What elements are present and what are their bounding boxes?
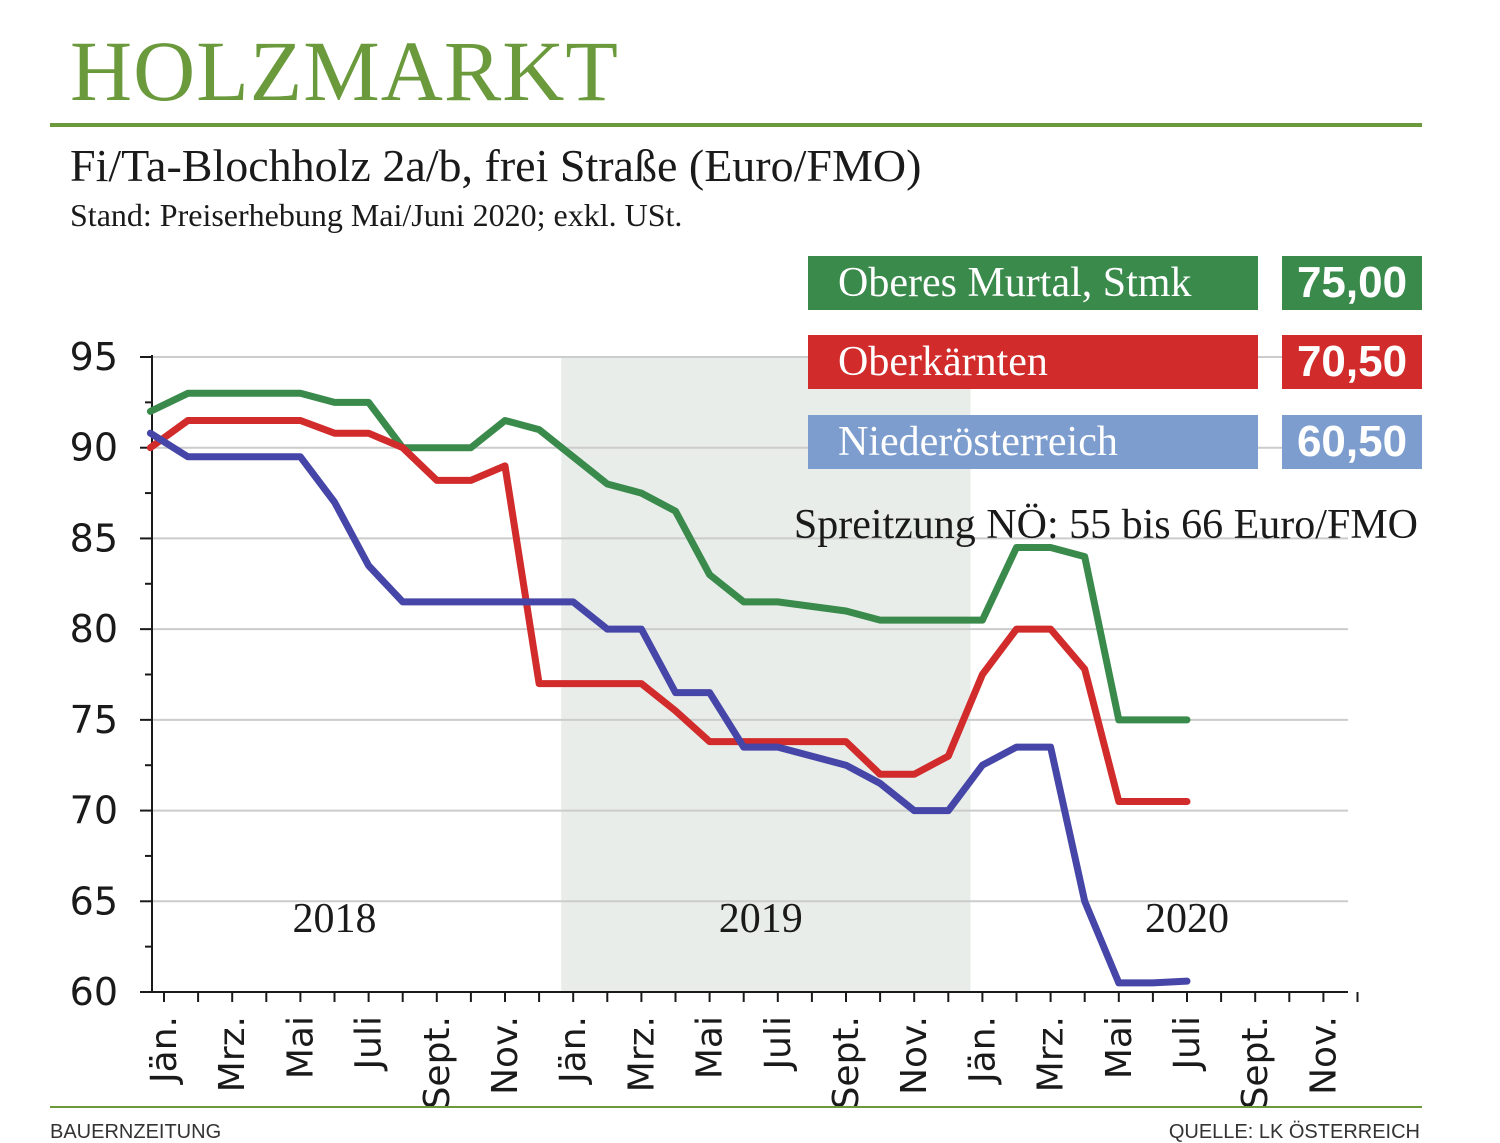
y-tick-label: 60 xyxy=(70,970,118,1014)
legend-value-niederoesterreich: 60,50 xyxy=(1282,415,1422,469)
x-tick-label: Mai xyxy=(690,1016,731,1079)
publisher-credit: BAUERNZEITUNG xyxy=(50,1121,222,1143)
chart-subtitle: Fi/Ta-Blochholz 2a/b, frei Straße (Euro/… xyxy=(70,140,922,191)
x-tick-label: Mai xyxy=(1099,1016,1140,1079)
year-label-2019: 2019 xyxy=(719,896,803,942)
legend-value-oberkaernten: 70,50 xyxy=(1282,335,1422,389)
footer-divider xyxy=(50,1106,1422,1108)
x-tick-label: Jän. xyxy=(144,1016,185,1085)
x-tick-label: Mrz. xyxy=(621,1016,662,1092)
x-tick-label: Juli xyxy=(1167,1016,1208,1071)
x-tick-label: Jän. xyxy=(962,1016,1003,1085)
series-line-1 xyxy=(146,389,1191,724)
y-tick-label: 85 xyxy=(70,516,118,560)
y-tick-label: 80 xyxy=(70,607,118,651)
x-tick-label: Sept. xyxy=(826,1016,867,1109)
x-tick-label: Juli xyxy=(758,1016,799,1071)
y-tick-label: 65 xyxy=(70,879,118,923)
y-tick-label: 90 xyxy=(70,426,118,470)
x-tick-label: Mrz. xyxy=(212,1016,253,1092)
year-label-2020: 2020 xyxy=(1145,896,1229,942)
y-tick-label: 75 xyxy=(70,698,118,742)
y-tick-label: 95 xyxy=(70,335,118,379)
x-tick-label: Sept. xyxy=(1235,1016,1276,1109)
x-tick-label: Sept. xyxy=(417,1016,458,1109)
x-tick-label: Nov. xyxy=(894,1016,935,1095)
year-label-2018: 2018 xyxy=(293,896,377,942)
legend-label-oberes-murtal: Oberes Murtal, Stmk xyxy=(808,256,1258,310)
series-line-2 xyxy=(146,417,1191,805)
x-tick-label: Nov. xyxy=(485,1016,526,1095)
title-divider xyxy=(50,123,1422,127)
chart-note: Stand: Preiserhebung Mai/Juni 2020; exkl… xyxy=(70,197,683,233)
legend-label-niederoesterreich: Niederösterreich xyxy=(808,415,1258,469)
source-credit: QUELLE: LK ÖSTERREICH xyxy=(1168,1121,1420,1143)
x-tick-label: Juli xyxy=(349,1016,390,1071)
y-tick-label: 70 xyxy=(70,789,118,833)
x-tick-label: Mrz. xyxy=(1031,1016,1072,1092)
spread-annotation: Spreitzung NÖ: 55 bis 66 Euro/FMO xyxy=(794,502,1418,548)
x-tick-label: Mai xyxy=(280,1016,321,1079)
legend-label-oberkaernten: Oberkärnten xyxy=(808,335,1258,389)
page-title: HOLZMARKT xyxy=(70,23,619,119)
series-line-3 xyxy=(146,429,1191,987)
x-tick-label: Nov. xyxy=(1303,1016,1344,1095)
x-tick-label: Jän. xyxy=(553,1016,594,1085)
legend-value-oberes-murtal: 75,00 xyxy=(1282,256,1422,310)
